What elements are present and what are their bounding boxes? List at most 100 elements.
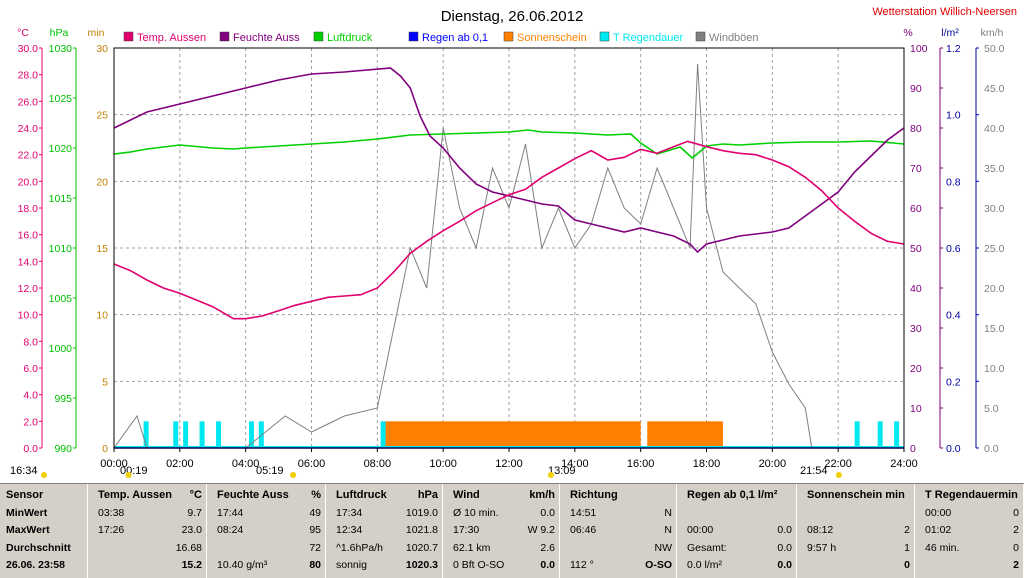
legend-label: T Regendauer	[613, 32, 683, 44]
table-cell: 03:38	[98, 506, 125, 519]
rain-duration-bar	[143, 421, 149, 448]
table-row: 00:00 0	[915, 506, 1023, 521]
table-cell: 1020.3	[405, 559, 438, 571]
table-row: 9:57 h 1	[797, 541, 914, 556]
axis-tick-label: 35.0	[984, 163, 1005, 175]
sunshine-bar	[647, 421, 723, 448]
table-row: 17:30 W 9.2	[443, 523, 559, 538]
x-tick-label: 14:00	[561, 458, 589, 470]
table-row: MinWert	[0, 506, 87, 521]
table-cell: 0	[1013, 506, 1019, 519]
axis-tick-label: 50.0	[984, 43, 1005, 55]
axis-tick-label: 1030	[49, 43, 73, 55]
axes: 0.0 2.0 4.0 6.0 8.0 10.0 12.0 14.0 16.0 18.0 20.0 2…	[18, 43, 1005, 455]
table-cell: MaxWert	[6, 524, 50, 536]
x-tick-label: 12:00	[495, 458, 523, 470]
table-cell: 17:34	[336, 506, 363, 519]
table-column: Luftdruck hPa 17:34 1019.0 12:34 1021.8 ^1.6hP…	[326, 484, 443, 578]
x-tick-label: 22:00	[824, 458, 852, 470]
sun-event-label: 05:19	[256, 465, 284, 477]
axis-tick-label: 40.0	[984, 123, 1005, 135]
rain-duration-bar	[248, 421, 254, 448]
axis-tick-label: 50	[910, 243, 922, 255]
table-cell: 01:02	[925, 524, 952, 536]
table-cell: 12:34	[336, 524, 363, 536]
table-header: Temp. Aussen °C	[88, 488, 206, 503]
table-header: T Regendauermin	[915, 488, 1023, 503]
table-row: 26.06. 23:58	[0, 558, 87, 573]
table-cell: 1021.8	[405, 524, 438, 536]
x-tick-label: 18:00	[693, 458, 721, 470]
sun-marker	[835, 472, 842, 478]
axis-tick-label: 8.0	[23, 336, 38, 348]
axis-tick-label: 70	[910, 163, 922, 175]
table-cell: 9.7	[187, 506, 202, 519]
axis-tick-label: 40	[910, 283, 922, 295]
axis-tick-label: 995	[54, 393, 72, 405]
table-column: T Regendauermin 00:00 0 01:02 2 46 min. 0 2	[915, 484, 1024, 578]
table-column: Feuchte Auss% 17:44 49 08:24 95 72 10.40 g/m³ 8…	[207, 484, 326, 578]
x-tick-label: 10:00	[429, 458, 457, 470]
axis-tick-label: 1000	[49, 343, 73, 355]
table-row: 03:38 9.7	[88, 506, 206, 521]
axis-tick-label: 0.8	[946, 176, 961, 188]
x-tick-label: 16:00	[627, 458, 655, 470]
table-cell: 17:26	[98, 524, 125, 536]
temperature-line	[113, 140, 905, 320]
table-cell: O-SO	[645, 559, 672, 571]
rain-duration-bar	[854, 421, 860, 448]
legend-label: Regen ab 0,1	[422, 32, 488, 44]
table-cell: Temp. Aussen	[98, 489, 172, 501]
axis-tick-label: 24.0	[18, 123, 39, 135]
table-cell: Richtung	[570, 489, 618, 501]
table-cell: 17:44	[217, 506, 244, 519]
table-cell: 1019.0	[405, 506, 438, 519]
humidity-line	[113, 67, 905, 254]
axis-tick-label: 20	[96, 176, 108, 188]
axis-tick-label: 26.0	[18, 96, 39, 108]
table-row: 0.0 l/m² 0.0	[677, 558, 796, 573]
table-row: 17:44 49	[207, 506, 325, 521]
axis-tick-label: 25.0	[984, 243, 1005, 255]
axis-tick-label: 0.0	[23, 443, 38, 455]
table-column: Sonnenschein min 08:12 2 9:57 h 1 0	[797, 484, 915, 578]
table-cell: 49	[309, 506, 321, 519]
statistics-table: Sensor MinWert MaxWert Durchschnitt 26.06. 2…	[0, 483, 1024, 578]
x-tick-label: 20:00	[759, 458, 787, 470]
axis-tick-label: 1.0	[946, 110, 961, 122]
x-tick-label: 24:00	[890, 458, 918, 470]
table-cell: NW	[654, 541, 673, 554]
table-cell: 112 °	[570, 559, 594, 571]
table-cell: 23.0	[181, 524, 202, 536]
table-cell: 0.0	[777, 559, 792, 571]
axis-unit-label: °C	[17, 27, 29, 39]
pressure-line	[113, 129, 905, 160]
table-cell: 15.2	[181, 559, 202, 571]
table-cell: 2	[1013, 524, 1019, 536]
axis-tick-label: 1.2	[946, 43, 961, 55]
table-cell: 0 Bft O-SO	[453, 559, 505, 571]
table-cell: 10.40 g/m³	[217, 559, 268, 571]
axis-tick-label: 0.0	[946, 443, 961, 455]
legend-swatch	[408, 31, 419, 42]
table-cell: 72	[309, 541, 321, 554]
sunshine-bar	[383, 421, 641, 448]
sun-marker	[125, 472, 132, 478]
legend-swatch	[695, 31, 706, 42]
axis-tick-label: 18.0	[18, 203, 39, 215]
table-cell: 08:12	[807, 524, 834, 536]
table-row: 12:34 1021.8	[326, 523, 442, 538]
axis-tick-label: 1005	[49, 293, 73, 305]
table-row: Durchschnitt	[0, 541, 87, 556]
axis-unit-label: l/m²	[941, 27, 959, 39]
table-cell: Regen ab 0,1 l/m²	[687, 489, 778, 501]
table-header: Richtung	[560, 488, 676, 503]
sun-marker	[41, 472, 47, 478]
axis-tick-label: 0	[910, 443, 916, 455]
axis-tick-label: 0.6	[946, 243, 961, 255]
station-name: Wetterstation Willich-Neersen	[872, 6, 1017, 18]
table-cell: 0.0	[540, 559, 555, 571]
legend-label: Temp. Aussen	[137, 32, 206, 44]
table-column: Wind km/h Ø 10 min. 0.0 17:30 W 9.2 62.1 km 2.6…	[443, 484, 560, 578]
rain-duration-bar	[877, 421, 883, 448]
